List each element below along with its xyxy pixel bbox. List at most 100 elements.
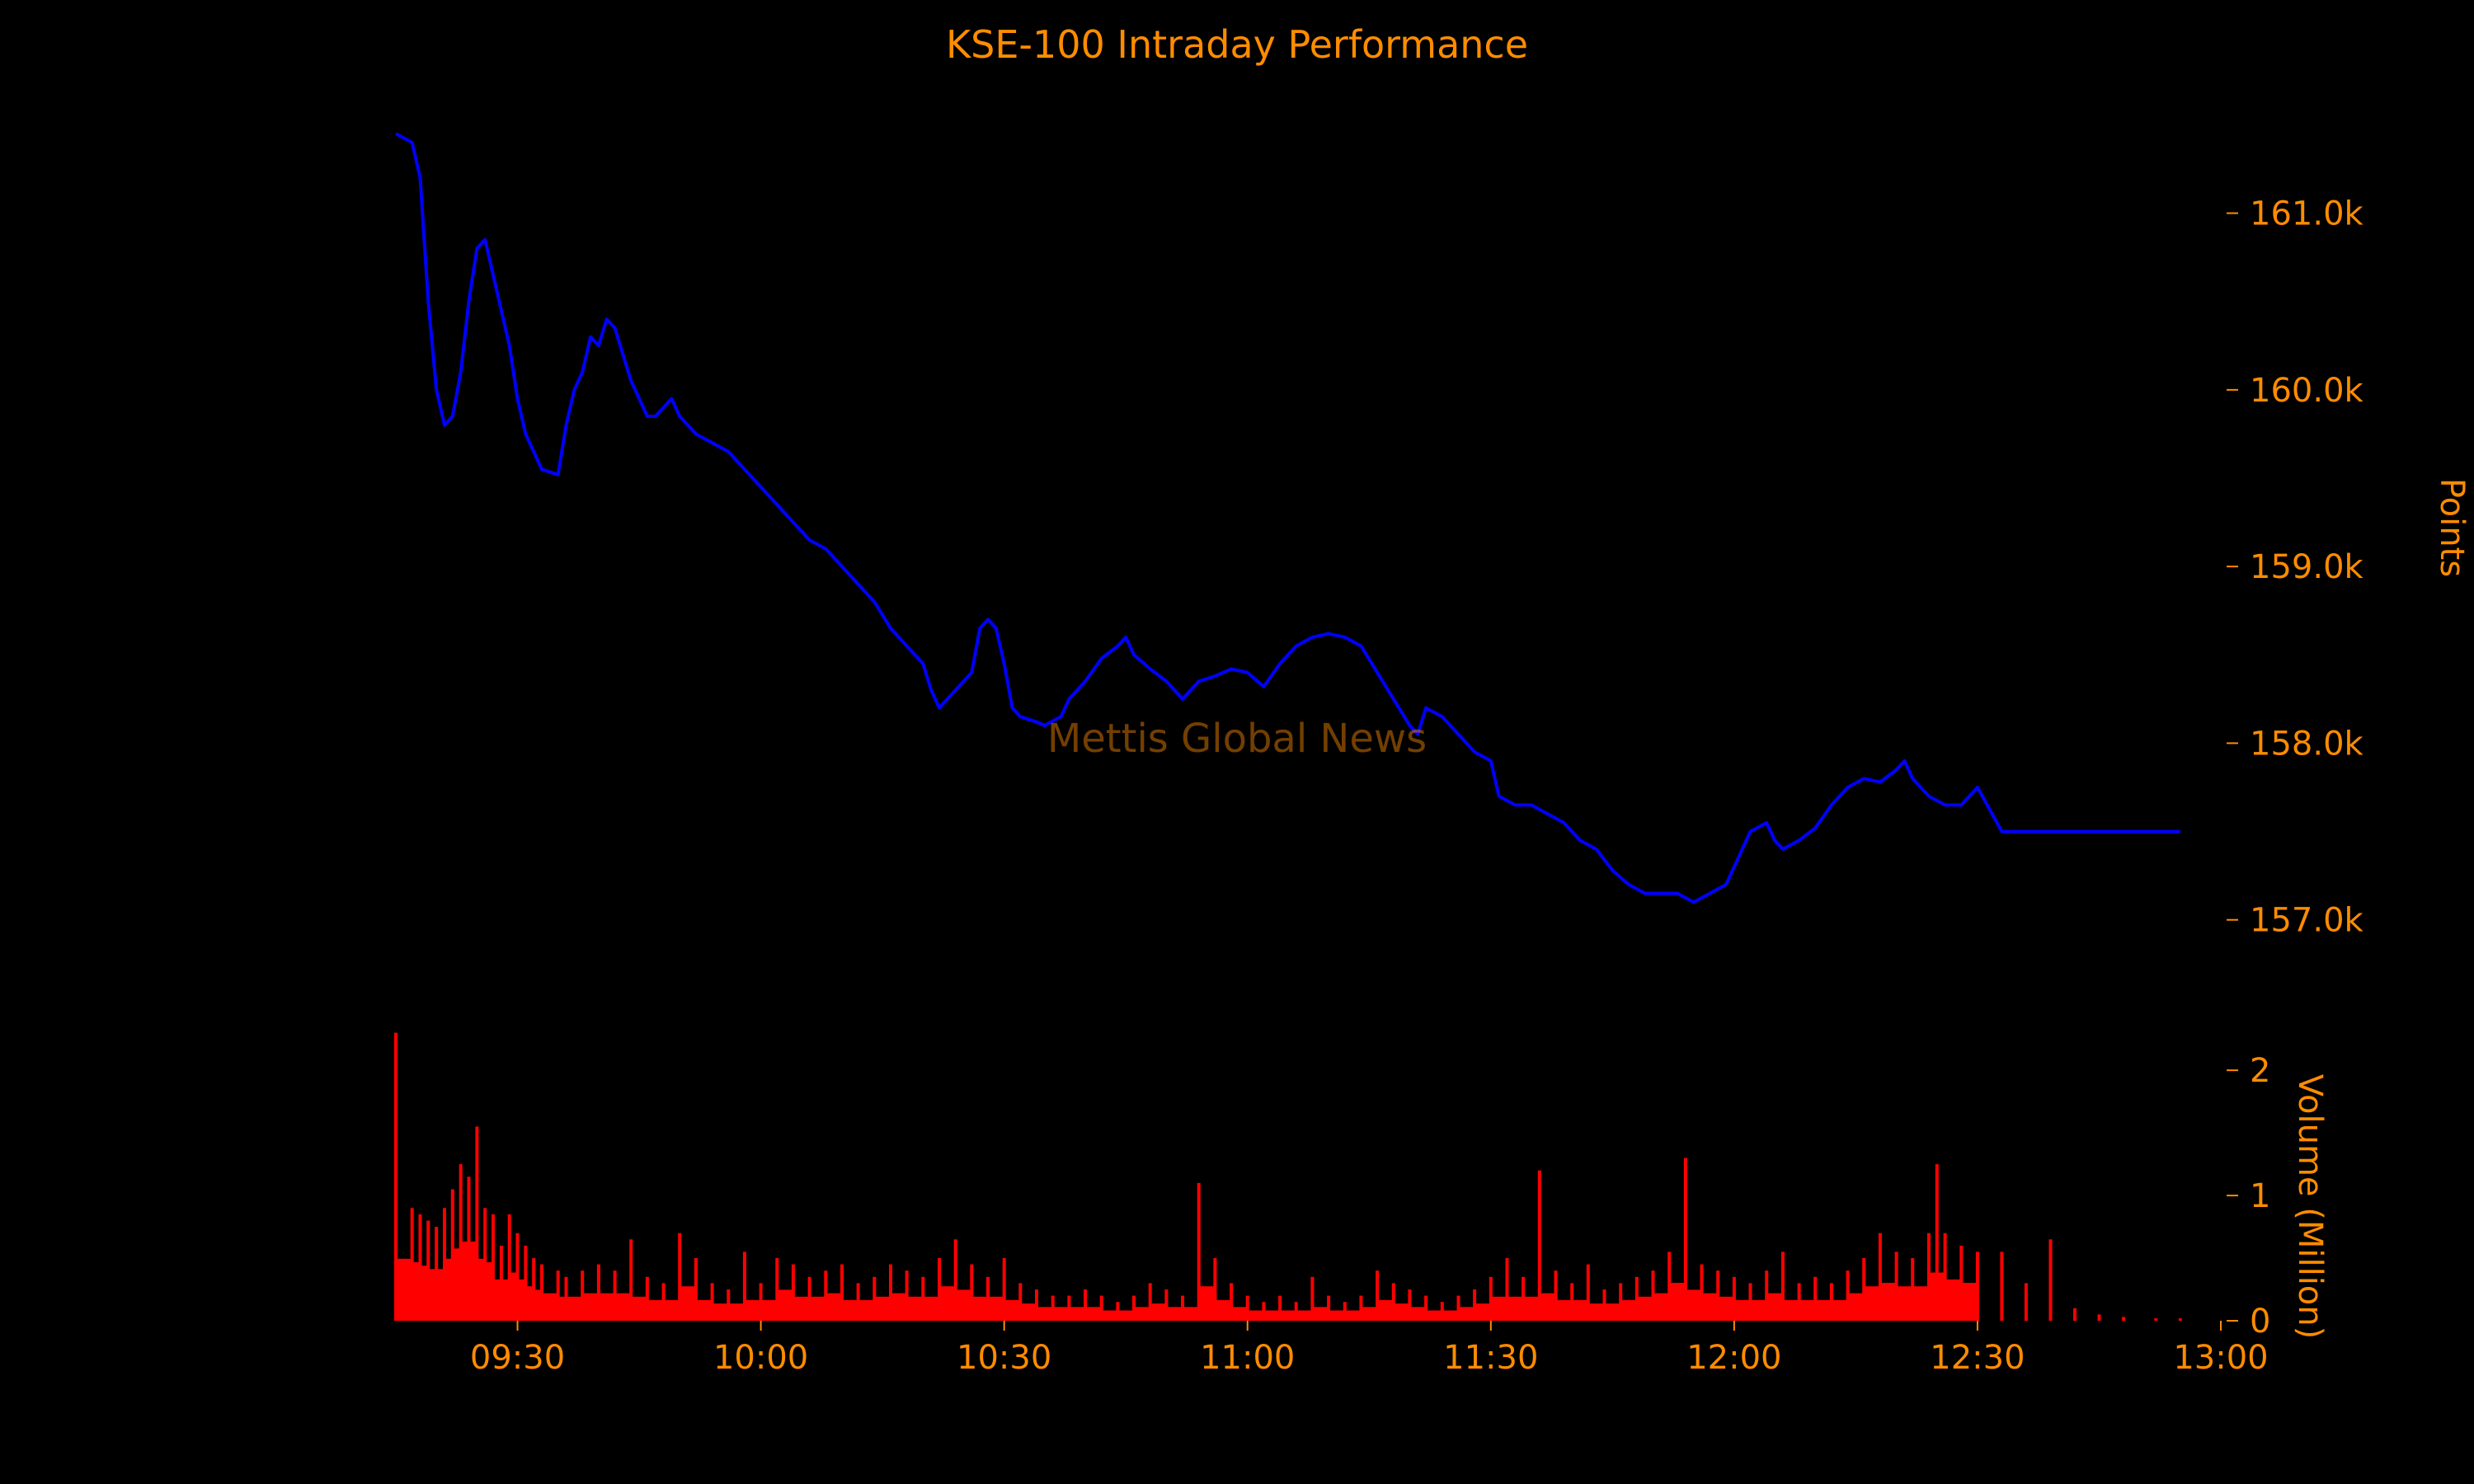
volume-fill bbox=[1831, 1299, 1848, 1321]
volume-fill bbox=[1475, 1303, 1491, 1321]
volume-fill bbox=[436, 1269, 444, 1321]
volume-fill bbox=[842, 1299, 858, 1321]
volume-fill bbox=[1847, 1293, 1865, 1321]
volume-fill bbox=[971, 1296, 988, 1321]
volume-bar bbox=[1813, 1276, 1818, 1321]
volume-fill bbox=[858, 1299, 875, 1321]
volume-bar bbox=[1197, 1182, 1201, 1321]
price-panel bbox=[395, 132, 2180, 904]
volume-fill bbox=[517, 1279, 526, 1321]
volume-fill bbox=[598, 1293, 615, 1321]
volume-fill bbox=[988, 1296, 1004, 1321]
volume-bar bbox=[953, 1239, 957, 1321]
volume-fill bbox=[1864, 1286, 1880, 1321]
volume-fill bbox=[1215, 1299, 1232, 1321]
volume-fill bbox=[396, 1258, 412, 1321]
volume-fill bbox=[468, 1241, 477, 1321]
volume-bar bbox=[2097, 1314, 2101, 1321]
volume-fill bbox=[1733, 1299, 1751, 1321]
volume-fill bbox=[1766, 1293, 1783, 1321]
volume-bar bbox=[775, 1258, 779, 1321]
volume-fill bbox=[1361, 1307, 1378, 1321]
volume-bar bbox=[1002, 1258, 1006, 1321]
volume-fill bbox=[712, 1303, 729, 1321]
volume-fill bbox=[728, 1303, 745, 1321]
volume-fill bbox=[939, 1286, 956, 1321]
volume-bar bbox=[1683, 1158, 1687, 1321]
volume-fill bbox=[1085, 1307, 1102, 1321]
volume-fill bbox=[906, 1296, 924, 1321]
volume-bar bbox=[1505, 1258, 1509, 1321]
volume-fill bbox=[1134, 1307, 1150, 1321]
volume-bar bbox=[2122, 1317, 2125, 1321]
volume-panel bbox=[394, 1032, 2182, 1321]
x-tick-label: 11:30 bbox=[1443, 1339, 1538, 1377]
volume-fill bbox=[542, 1293, 558, 1321]
volume-fill bbox=[485, 1262, 493, 1321]
volume-tick-label: 1 bbox=[2250, 1177, 2270, 1215]
volume-fill bbox=[695, 1299, 713, 1321]
volume-fill bbox=[1928, 1272, 1937, 1321]
volume-fill bbox=[582, 1293, 599, 1321]
volume-bar bbox=[2024, 1283, 2028, 1321]
volume-fill bbox=[444, 1258, 453, 1321]
volume-bar bbox=[2000, 1252, 2004, 1321]
volume-bar bbox=[596, 1264, 600, 1321]
volume-fill bbox=[874, 1296, 891, 1321]
volume-fill bbox=[955, 1289, 972, 1321]
volume-tick-label: 2 bbox=[2250, 1052, 2270, 1090]
volume-fill bbox=[525, 1286, 534, 1321]
volume-fill bbox=[1604, 1303, 1621, 1321]
volume-fill bbox=[1296, 1310, 1313, 1321]
volume-fill bbox=[1280, 1310, 1296, 1321]
volume-fill bbox=[1344, 1310, 1362, 1321]
volume-fill bbox=[614, 1293, 632, 1321]
volume-fill bbox=[1539, 1293, 1556, 1321]
volume-bar bbox=[1391, 1283, 1395, 1321]
volume-fill bbox=[1183, 1307, 1199, 1321]
volume-bar bbox=[1878, 1233, 1882, 1321]
volume-fill bbox=[1685, 1289, 1702, 1321]
volume-bar bbox=[1376, 1270, 1380, 1321]
volume-fill bbox=[663, 1299, 680, 1321]
price-tick-label: 159.0k bbox=[2250, 548, 2364, 586]
volume-fill bbox=[1507, 1296, 1524, 1321]
price-axis-label: Points bbox=[2433, 478, 2471, 577]
x-tick-label: 12:00 bbox=[1686, 1339, 1781, 1377]
volume-fill bbox=[1936, 1272, 1945, 1321]
volume-fill bbox=[493, 1279, 501, 1321]
volume-fill bbox=[557, 1296, 567, 1321]
x-tick-label: 10:00 bbox=[713, 1339, 808, 1377]
volume-fill bbox=[1961, 1283, 1978, 1321]
volume-fill bbox=[1799, 1299, 1816, 1321]
volume-fill bbox=[1166, 1307, 1183, 1321]
volume-bar bbox=[475, 1126, 479, 1321]
price-axis: 157.0k 158.0k 159.0k 160.0k 161.0k bbox=[2227, 195, 2364, 940]
volume-fill bbox=[1620, 1299, 1637, 1321]
volume-fill bbox=[1782, 1299, 1799, 1321]
volume-fill bbox=[1490, 1296, 1507, 1321]
volume-fill bbox=[1555, 1299, 1573, 1321]
volume-bar bbox=[840, 1264, 844, 1321]
volume-fill bbox=[1101, 1310, 1118, 1321]
volume-fill bbox=[1312, 1307, 1329, 1321]
volume-fill bbox=[777, 1289, 793, 1321]
volume-fill bbox=[534, 1289, 542, 1321]
volume-bar bbox=[1586, 1264, 1590, 1321]
volume-bar bbox=[1084, 1289, 1087, 1321]
price-line bbox=[395, 132, 2180, 904]
volume-bar bbox=[1148, 1283, 1152, 1321]
volume-fill bbox=[1037, 1307, 1053, 1321]
volume-bar bbox=[678, 1233, 682, 1321]
volume-fill bbox=[1523, 1296, 1540, 1321]
volume-bar bbox=[507, 1214, 511, 1321]
volume-bar bbox=[2073, 1308, 2077, 1321]
volume-fill bbox=[1393, 1303, 1410, 1321]
volume-fill bbox=[501, 1279, 510, 1321]
volume-bar bbox=[2154, 1318, 2158, 1321]
volume-fill bbox=[509, 1272, 518, 1321]
volume-fill bbox=[809, 1296, 826, 1321]
volume-fill bbox=[1750, 1299, 1767, 1321]
volume-tick-label: 0 bbox=[2250, 1303, 2270, 1341]
